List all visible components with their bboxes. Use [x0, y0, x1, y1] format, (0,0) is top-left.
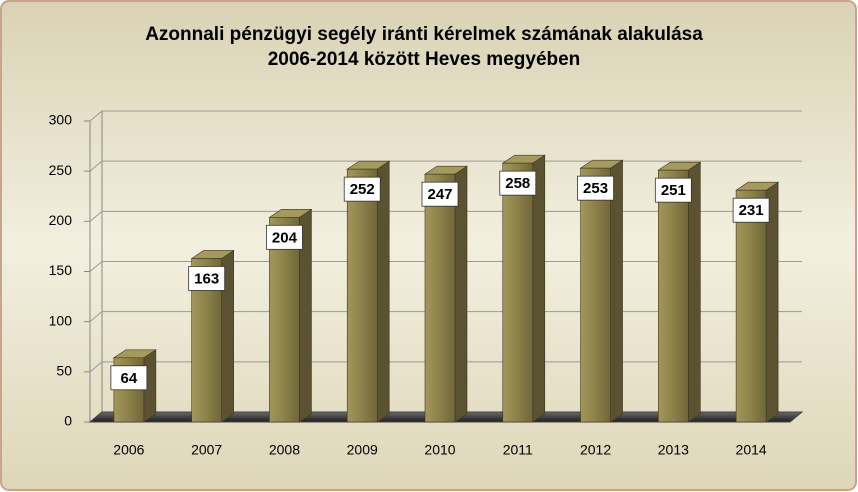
y-tick-label: 300	[49, 112, 73, 128]
value-label-box	[577, 175, 614, 201]
y-tick-label: 100	[49, 312, 73, 328]
x-tick-label: 2010	[424, 442, 455, 458]
x-tick-label: 2008	[269, 442, 300, 458]
x-tick-label: 2011	[503, 442, 533, 458]
grid-line	[89, 361, 802, 373]
x-tick-label: 2013	[658, 442, 689, 458]
y-tick-label: 200	[49, 212, 73, 228]
chart-title: Azonnali pénzügyi segély iránti kérelmek…	[145, 24, 703, 45]
chart-title: 2006-2014 között Heves megyében	[268, 49, 581, 70]
bar	[502, 162, 534, 423]
value-label-box	[421, 181, 459, 207]
bar	[424, 173, 456, 423]
grid-line	[89, 110, 802, 122]
value-label-box	[343, 176, 381, 202]
bar	[580, 167, 611, 423]
value-label: 252	[350, 181, 375, 198]
y-tick-label: 0	[64, 413, 72, 429]
x-tick-label: 2009	[347, 442, 378, 458]
bar	[269, 217, 300, 423]
bar	[346, 168, 378, 423]
value-label-box	[654, 177, 692, 203]
value-label-box	[188, 266, 226, 291]
value-label: 247	[427, 186, 452, 203]
x-tick-label: 2007	[191, 442, 222, 458]
value-label: 64	[121, 370, 138, 387]
y-tick-label: 250	[49, 162, 73, 178]
x-tick-label: 2014	[736, 442, 767, 458]
value-label: 163	[194, 270, 219, 287]
y-tick-label: 50	[56, 363, 72, 379]
bar	[658, 169, 689, 423]
value-label: 204	[272, 229, 298, 246]
value-label-box	[110, 365, 148, 391]
value-label: 251	[661, 182, 686, 199]
y-tick-label: 150	[49, 262, 73, 278]
value-label-box	[266, 224, 303, 250]
value-label-box	[732, 197, 770, 223]
x-tick-label: 2012	[580, 442, 611, 458]
value-label-box	[499, 170, 537, 196]
x-tick-label: 2006	[113, 442, 144, 458]
grid-line	[89, 311, 802, 323]
value-label: 253	[583, 180, 608, 197]
grid-line	[89, 210, 802, 222]
value-label: 258	[505, 175, 530, 192]
grid-line	[89, 160, 802, 172]
bar	[735, 189, 767, 423]
grid-line	[89, 261, 802, 272]
value-label: 231	[739, 202, 764, 219]
